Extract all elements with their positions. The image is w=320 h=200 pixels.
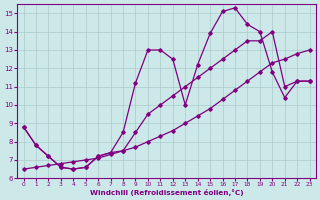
X-axis label: Windchill (Refroidissement éolien,°C): Windchill (Refroidissement éolien,°C) (90, 189, 244, 196)
